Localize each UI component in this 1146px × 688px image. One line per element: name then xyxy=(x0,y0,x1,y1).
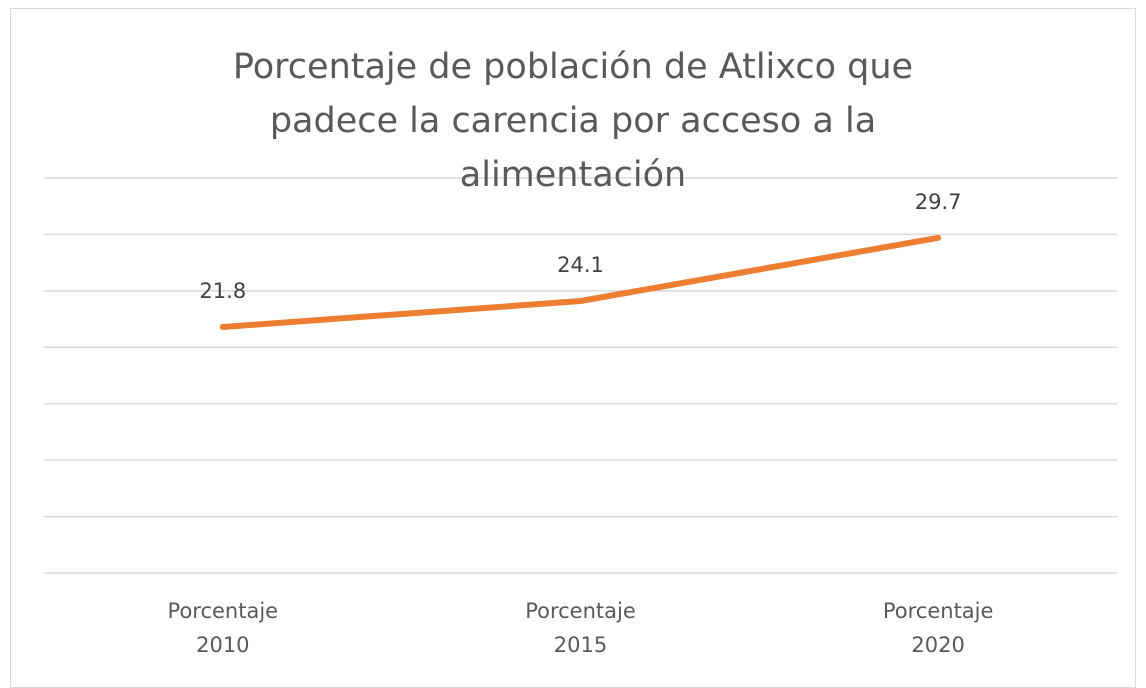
data-label: 29.7 xyxy=(914,189,962,214)
x-tick-label: Porcentaje 2020 xyxy=(882,599,994,657)
chart-title: Porcentaje de población de Atlixco que p… xyxy=(232,47,914,195)
x-tick-label: Porcentaje 2015 xyxy=(525,599,636,657)
line-series xyxy=(219,234,942,330)
chart: Porcentaje de población de Atlixco que p… xyxy=(10,8,1136,688)
x-tick-label: Porcentaje 2010 xyxy=(167,599,279,657)
data-label: 24.1 xyxy=(557,253,604,277)
data-label: 21.8 xyxy=(199,278,247,303)
plot xyxy=(44,177,1117,574)
